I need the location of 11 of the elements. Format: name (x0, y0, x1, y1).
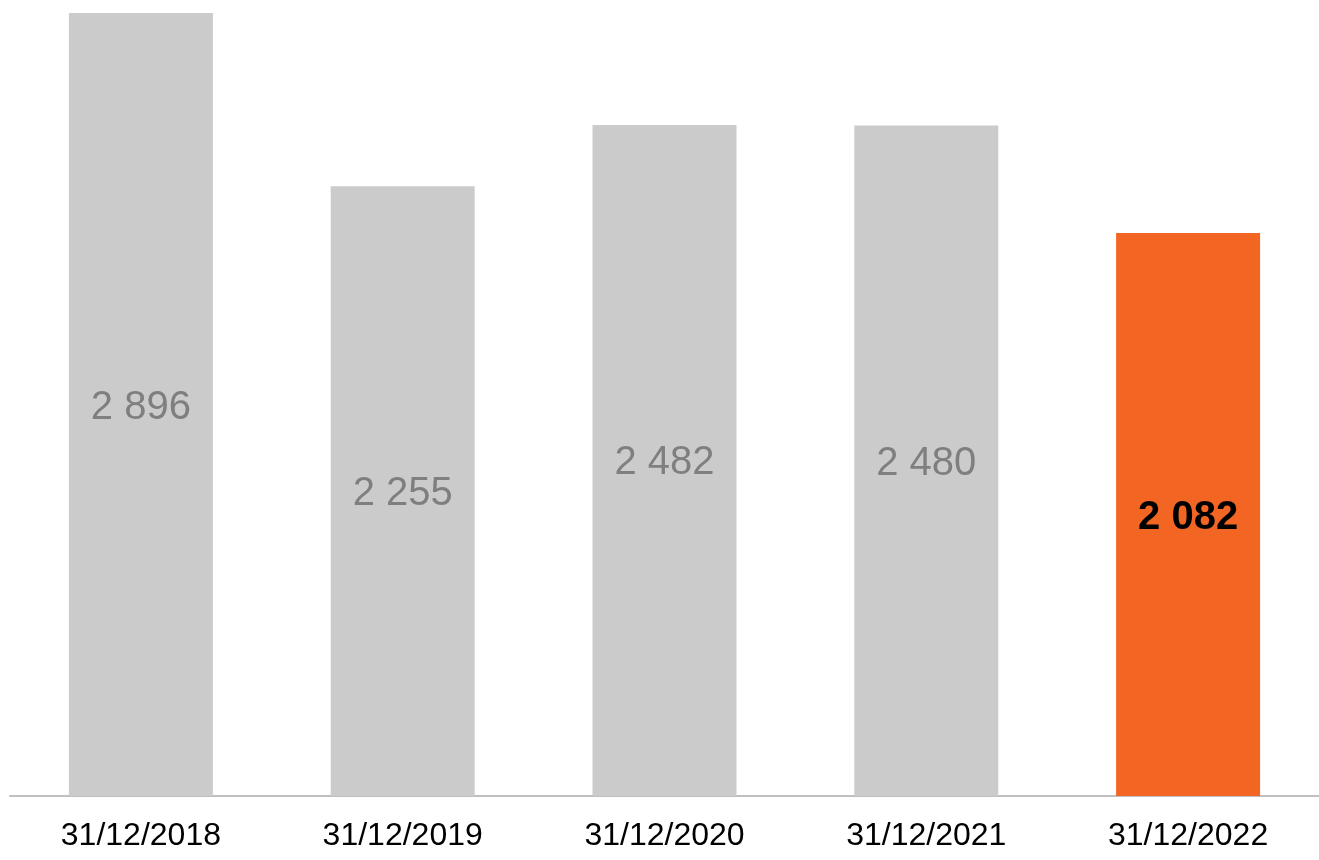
data-label: 2 896 (90, 382, 191, 427)
x-tick-label: 31/12/2020 (584, 816, 745, 852)
x-tick-label: 31/12/2022 (1108, 816, 1269, 852)
data-label: 2 482 (614, 438, 715, 483)
x-tick-label: 31/12/2019 (322, 816, 483, 852)
x-tick-label: 31/12/2021 (846, 816, 1007, 852)
data-label: 2 480 (876, 438, 977, 483)
data-label: 2 082 (1138, 492, 1239, 537)
x-tick-label: 31/12/2018 (60, 816, 221, 852)
bar (1116, 233, 1261, 796)
data-label: 2 255 (352, 469, 453, 514)
